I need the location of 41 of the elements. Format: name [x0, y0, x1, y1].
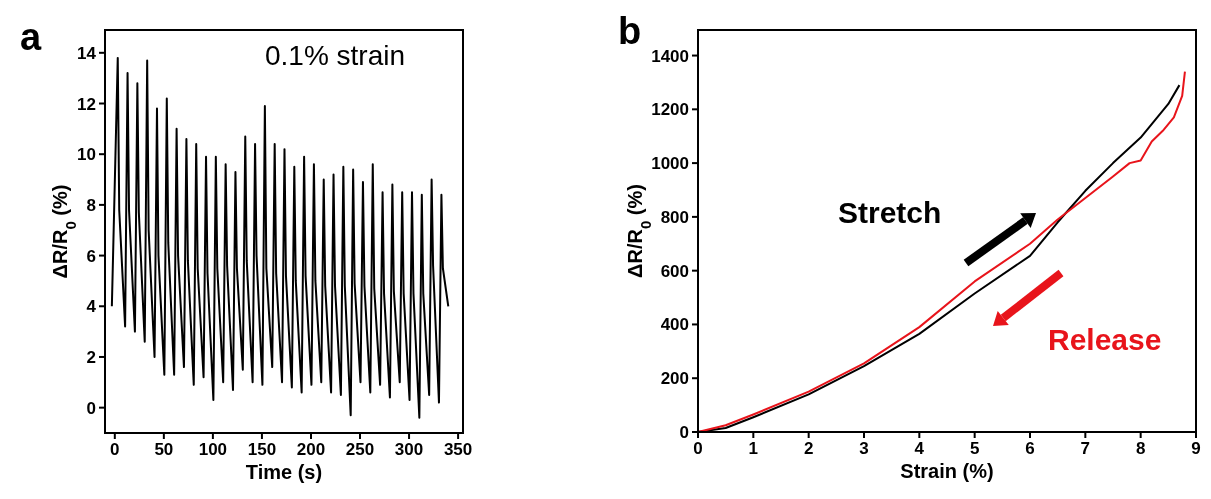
x-tick-label: 6 [1025, 439, 1035, 458]
y-tick-label: 1200 [651, 100, 689, 120]
y-tick-label: 0 [679, 423, 689, 442]
x-tick-label: 50 [154, 440, 174, 459]
annotation: Release [1048, 323, 1162, 356]
y-tick-label: 4 [86, 297, 97, 317]
x-tick-label: 9 [1191, 439, 1201, 458]
x-tick-label: 1 [748, 439, 759, 458]
y-tick-label: 0 [86, 398, 96, 418]
y-tick-label: 10 [77, 145, 96, 165]
x-tick-label: 5 [969, 439, 980, 458]
annotation: Stretch [838, 196, 942, 229]
x-axis-title: Time (s) [245, 461, 323, 483]
x-tick-label: 100 [198, 440, 228, 459]
x-tick-label: 0 [110, 440, 120, 459]
y-tick-label: 8 [86, 195, 96, 215]
annotation: 0.1% strain [264, 40, 406, 71]
x-tick-label: 4 [914, 439, 925, 458]
x-tick-label: 150 [247, 440, 277, 459]
y-tick-label: 800 [660, 207, 689, 227]
y-tick-label: 400 [660, 315, 689, 335]
x-tick-label: 3 [859, 439, 869, 458]
y-tick-label: 6 [86, 246, 96, 266]
y-tick-label: 1400 [651, 46, 689, 66]
x-tick-label: 350 [443, 440, 473, 459]
x-tick-label: 0 [693, 439, 703, 458]
x-axis-title: Strain (%) [900, 460, 994, 482]
chart-title: b [618, 10, 642, 52]
y-tick-label: 1000 [651, 154, 689, 174]
y-tick-label: 2 [86, 347, 96, 367]
x-tick-label: 7 [1080, 439, 1091, 458]
x-tick-label: 300 [394, 440, 424, 459]
x-tick-label: 250 [345, 440, 375, 459]
y-tick-label: 600 [660, 261, 689, 281]
chart-title: a [20, 16, 42, 58]
x-tick-label: 200 [296, 440, 326, 459]
y-tick-label: 14 [77, 43, 97, 63]
y-tick-label: 200 [660, 369, 689, 389]
y-tick-label: 12 [77, 94, 96, 114]
x-tick-label: 8 [1135, 439, 1146, 458]
x-tick-label: 2 [803, 439, 814, 458]
